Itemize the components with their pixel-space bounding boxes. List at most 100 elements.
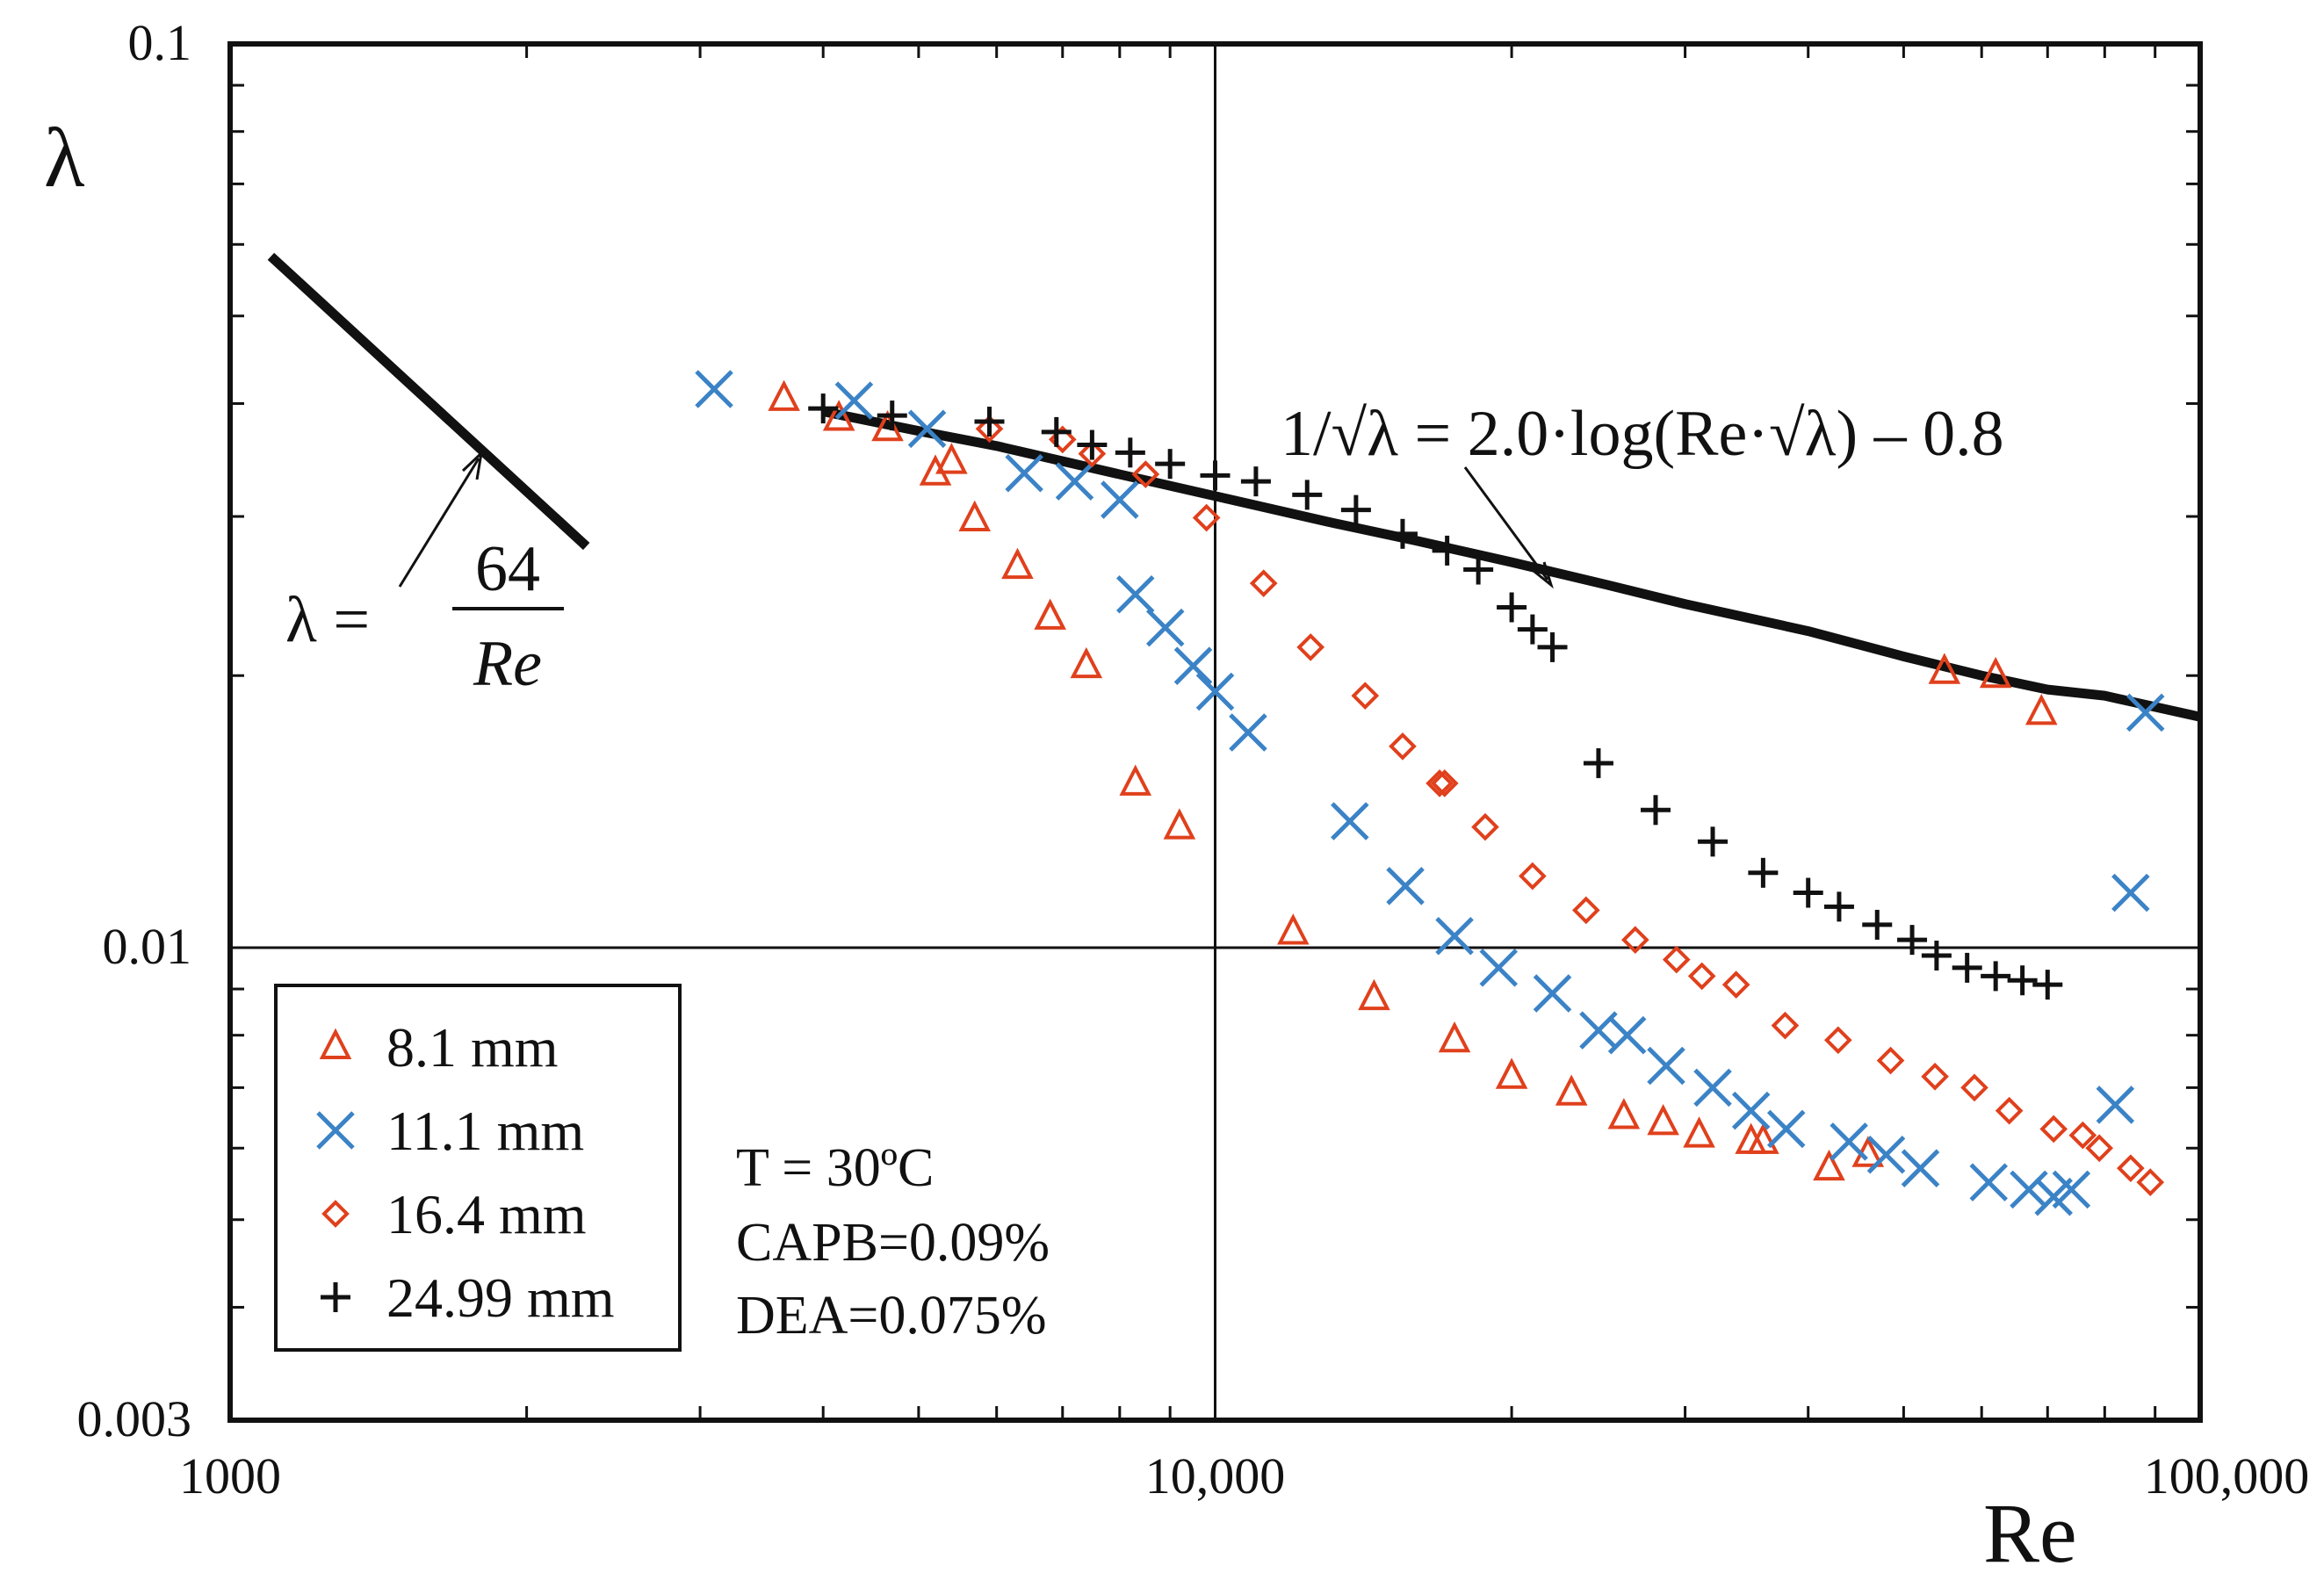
data-point-s3-18 (1640, 795, 1671, 826)
data-point-s2-9 (1425, 769, 1454, 797)
data-point-s2-11 (1471, 812, 1499, 841)
data-point-s3-14 (1497, 592, 1527, 623)
x-tick-label-1: 10,000 (1145, 1447, 1286, 1504)
series-0 (768, 379, 2058, 1181)
data-point-s0-14 (1495, 1057, 1528, 1089)
data-point-s1-30 (2111, 873, 2150, 913)
data-point-s3-13 (1463, 554, 1494, 585)
x-tick-label-2: 100,000 (2144, 1447, 2310, 1504)
laminar-pointer-head (461, 449, 484, 480)
data-point-s1-19 (1693, 1068, 1732, 1108)
legend-label-0: 8.1 mm (386, 1016, 559, 1079)
data-point-s2-4 (1192, 503, 1221, 532)
grid-lines (230, 44, 2200, 1420)
tick-labels: 1000 10,000 100,000 0.1 0.01 0.003 (77, 14, 2310, 1504)
data-point-s2-19 (1823, 1026, 1852, 1055)
data-point-s1-24 (1901, 1149, 1940, 1187)
series-3 (808, 393, 2063, 1000)
turbulent-curve-label: 1/√λ = 2.0·log(Re·√λ) – 0.8 (1281, 398, 2004, 470)
data-point-s1-11 (1331, 802, 1369, 841)
data-point-s3-11 (1387, 518, 1418, 549)
y-tick-label-1: 0.01 (103, 918, 192, 975)
data-point-s3-10 (1340, 494, 1371, 525)
data-point-s2-13 (1572, 896, 1600, 925)
data-point-s3-24 (1897, 925, 1928, 956)
laminar-line (267, 252, 590, 551)
data-point-s1-3 (1005, 453, 1043, 493)
data-point-s0-25 (2024, 694, 2058, 725)
data-point-s2-24 (2039, 1115, 2068, 1144)
data-point-s3-2 (974, 407, 1005, 437)
data-point-s3-19 (1698, 826, 1729, 857)
data-point-s1-17 (1607, 1015, 1647, 1055)
data-point-s0-5 (958, 500, 991, 532)
data-point-s0-24 (1979, 656, 2012, 689)
data-point-s2-26 (2085, 1134, 2114, 1163)
data-point-s0-7 (1034, 598, 1066, 630)
data-point-s0-15 (1555, 1074, 1588, 1106)
series-2 (975, 415, 2165, 1196)
data-point-s3-28 (2007, 965, 2038, 996)
data-point-s3-8 (1240, 466, 1271, 497)
data-point-s1-18 (1647, 1046, 1685, 1086)
data-point-s1-14 (1479, 949, 1519, 987)
data-point-s1-31 (2126, 693, 2165, 732)
data-point-s1-15 (1533, 974, 1572, 1013)
data-point-s0-6 (1001, 547, 1034, 580)
data-point-s0-20 (1747, 1122, 1779, 1154)
data-point-s3-16 (1537, 631, 1568, 662)
data-point-s1-29 (2096, 1086, 2135, 1124)
y-tick-label-0: 0.1 (128, 14, 192, 71)
data-point-s1-21 (1766, 1109, 1806, 1149)
data-point-s2-23 (1995, 1096, 2024, 1125)
data-point-s0-16 (1607, 1098, 1641, 1129)
data-point-s0-1 (822, 400, 855, 431)
reference-curves (267, 252, 2202, 722)
data-point-s2-6 (1296, 633, 1325, 661)
data-point-s2-25 (2068, 1121, 2097, 1150)
legend-label-3: 24.99 mm (386, 1266, 615, 1329)
data-point-s3-7 (1200, 460, 1231, 491)
data-point-s2-14 (1621, 926, 1649, 954)
data-point-s3-4 (1077, 429, 1108, 460)
data-point-s0-17 (1647, 1104, 1679, 1136)
turbulent-pointer-head (1533, 561, 1554, 589)
data-point-s3-29 (2032, 970, 2063, 1000)
data-point-s3-6 (1155, 449, 1186, 480)
data-point-s3-5 (1115, 437, 1145, 468)
data-markers (695, 370, 2165, 1216)
data-point-s0-23 (1928, 653, 1961, 684)
y-tick-label-2: 0.003 (77, 1390, 192, 1447)
data-point-s3-17 (1583, 747, 1613, 778)
data-point-s2-18 (1771, 1011, 1800, 1040)
data-point-s1-28 (2052, 1170, 2091, 1209)
data-point-s3-3 (1041, 416, 1072, 447)
turbulent-pointer-arrow (1463, 466, 1549, 581)
condition-dea: DEA=0.075% (736, 1286, 1047, 1346)
data-point-s2-7 (1351, 682, 1380, 710)
data-point-s1-12 (1386, 867, 1425, 906)
condition-capb: CAPB=0.09% (736, 1213, 1050, 1273)
data-point-s2-28 (2136, 1168, 2165, 1196)
data-point-s3-9 (1292, 480, 1323, 510)
data-point-s0-8 (1070, 646, 1103, 679)
data-point-s1-5 (1101, 480, 1139, 519)
data-point-s2-0 (975, 415, 1004, 444)
data-point-s3-21 (1793, 877, 1823, 908)
y-axis-label: λ (44, 111, 85, 205)
data-point-s2-16 (1687, 962, 1716, 991)
legend-label-1: 11.1 mm (386, 1100, 584, 1162)
data-point-s3-0 (808, 393, 839, 424)
data-point-s0-13 (1438, 1021, 1471, 1053)
data-point-s1-9 (1195, 672, 1235, 711)
data-point-s1-20 (1731, 1091, 1771, 1130)
data-point-s3-1 (877, 400, 907, 431)
data-point-s0-12 (1358, 978, 1390, 1011)
data-point-s1-0 (695, 370, 733, 408)
data-point-s2-3 (1131, 460, 1160, 488)
laminar-pointer-arrow (398, 458, 480, 588)
data-point-s0-9 (1119, 764, 1152, 796)
data-point-s2-10 (1430, 769, 1459, 797)
legend-marker-3 (321, 1282, 350, 1312)
